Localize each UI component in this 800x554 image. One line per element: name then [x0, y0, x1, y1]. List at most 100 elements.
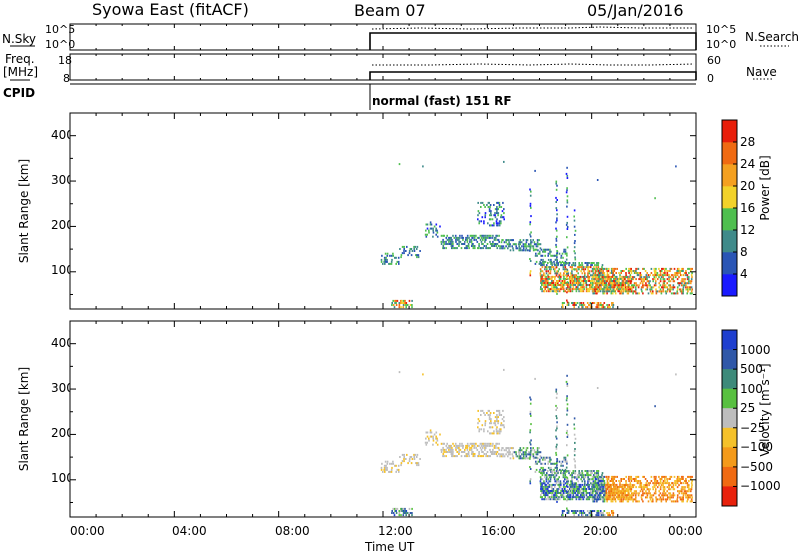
data-cell — [526, 239, 529, 242]
data-cell — [654, 486, 656, 489]
data-cell — [590, 284, 592, 286]
data-cell — [594, 494, 597, 497]
data-cell — [529, 233, 531, 236]
data-cell — [561, 510, 564, 512]
data-cell — [608, 492, 611, 494]
data-cell — [652, 498, 654, 501]
data-cell — [549, 456, 551, 459]
data-cell — [489, 247, 491, 250]
data-cell — [596, 292, 598, 295]
data-cell — [551, 290, 554, 293]
data-cell — [620, 277, 623, 280]
data-cell — [602, 514, 604, 517]
data-cell — [401, 453, 404, 456]
data-cell — [584, 480, 586, 483]
data-cell — [541, 277, 543, 280]
data-cell — [578, 262, 580, 264]
data-cell — [623, 270, 625, 272]
data-cell — [553, 260, 555, 263]
data-cell — [489, 236, 491, 239]
data-cell — [541, 288, 543, 291]
data-cell — [499, 247, 501, 250]
data-cell — [460, 247, 463, 250]
data-cell — [551, 485, 553, 488]
data-cell — [541, 483, 543, 486]
data-cell — [610, 500, 613, 503]
data-cell — [498, 224, 501, 227]
data-cell — [574, 472, 576, 475]
data-cell — [399, 248, 401, 250]
data-cell — [408, 507, 411, 510]
data-cell — [638, 500, 640, 503]
data-cell — [606, 292, 608, 295]
data-cell — [586, 470, 588, 472]
data-cell — [593, 292, 596, 295]
data-cell — [477, 247, 479, 250]
data-cell — [484, 414, 486, 416]
data-cell — [425, 431, 428, 434]
data-cell — [532, 457, 535, 460]
data-cell — [663, 486, 666, 489]
data-cell — [501, 418, 504, 421]
data-cell — [679, 478, 681, 480]
data-cell — [554, 462, 557, 465]
data-cell — [396, 260, 399, 263]
data-cell — [577, 492, 579, 494]
data-cell — [432, 235, 434, 238]
data-cell — [574, 302, 577, 304]
data-cell — [560, 470, 562, 472]
data-cell — [478, 212, 481, 215]
data-cell — [564, 248, 567, 251]
data-cell — [403, 250, 405, 252]
data-cell — [456, 243, 458, 245]
data-cell — [600, 512, 603, 514]
data-cell — [500, 220, 502, 223]
data-cell — [673, 267, 676, 270]
data-cell — [579, 264, 582, 267]
data-cell — [622, 290, 624, 293]
data-cell — [612, 482, 614, 485]
data-cell — [565, 466, 568, 469]
data-cell — [458, 238, 460, 241]
data-cell — [577, 286, 579, 289]
data-cell — [640, 494, 643, 497]
data-cell — [545, 483, 547, 486]
data-cell — [587, 268, 589, 271]
data-cell — [684, 488, 686, 491]
data-cell — [609, 286, 611, 289]
data-cell — [608, 496, 611, 499]
data-cell — [511, 447, 513, 450]
data-cell — [566, 478, 569, 481]
data-cell — [674, 480, 676, 482]
data-cell — [680, 284, 683, 287]
data-cell — [690, 486, 693, 489]
data-cell — [561, 284, 564, 286]
data-cell — [591, 490, 594, 493]
data-cell — [525, 241, 528, 244]
data-cell — [626, 498, 628, 501]
data-cell — [473, 238, 475, 241]
data-cell — [413, 245, 415, 248]
data-cell — [608, 475, 610, 478]
data-cell — [506, 451, 509, 454]
data-cell — [578, 268, 580, 271]
data-cell — [546, 498, 548, 501]
data-cell — [593, 262, 595, 264]
data-cell — [672, 284, 675, 287]
data-cell — [573, 274, 575, 277]
data-cell — [544, 468, 547, 471]
data-cell — [596, 290, 598, 293]
data-cell — [426, 441, 428, 444]
data-cell — [552, 492, 555, 494]
data-cell — [496, 451, 499, 453]
data-cell — [443, 243, 445, 245]
data-cell — [595, 474, 598, 477]
data-cell — [566, 254, 568, 257]
data-cell — [566, 236, 568, 239]
data-cell — [478, 236, 480, 239]
data-cell — [577, 480, 579, 483]
data-cell — [463, 243, 466, 245]
data-cell — [579, 302, 581, 304]
data-cell — [563, 248, 565, 251]
data-cell — [481, 451, 483, 453]
